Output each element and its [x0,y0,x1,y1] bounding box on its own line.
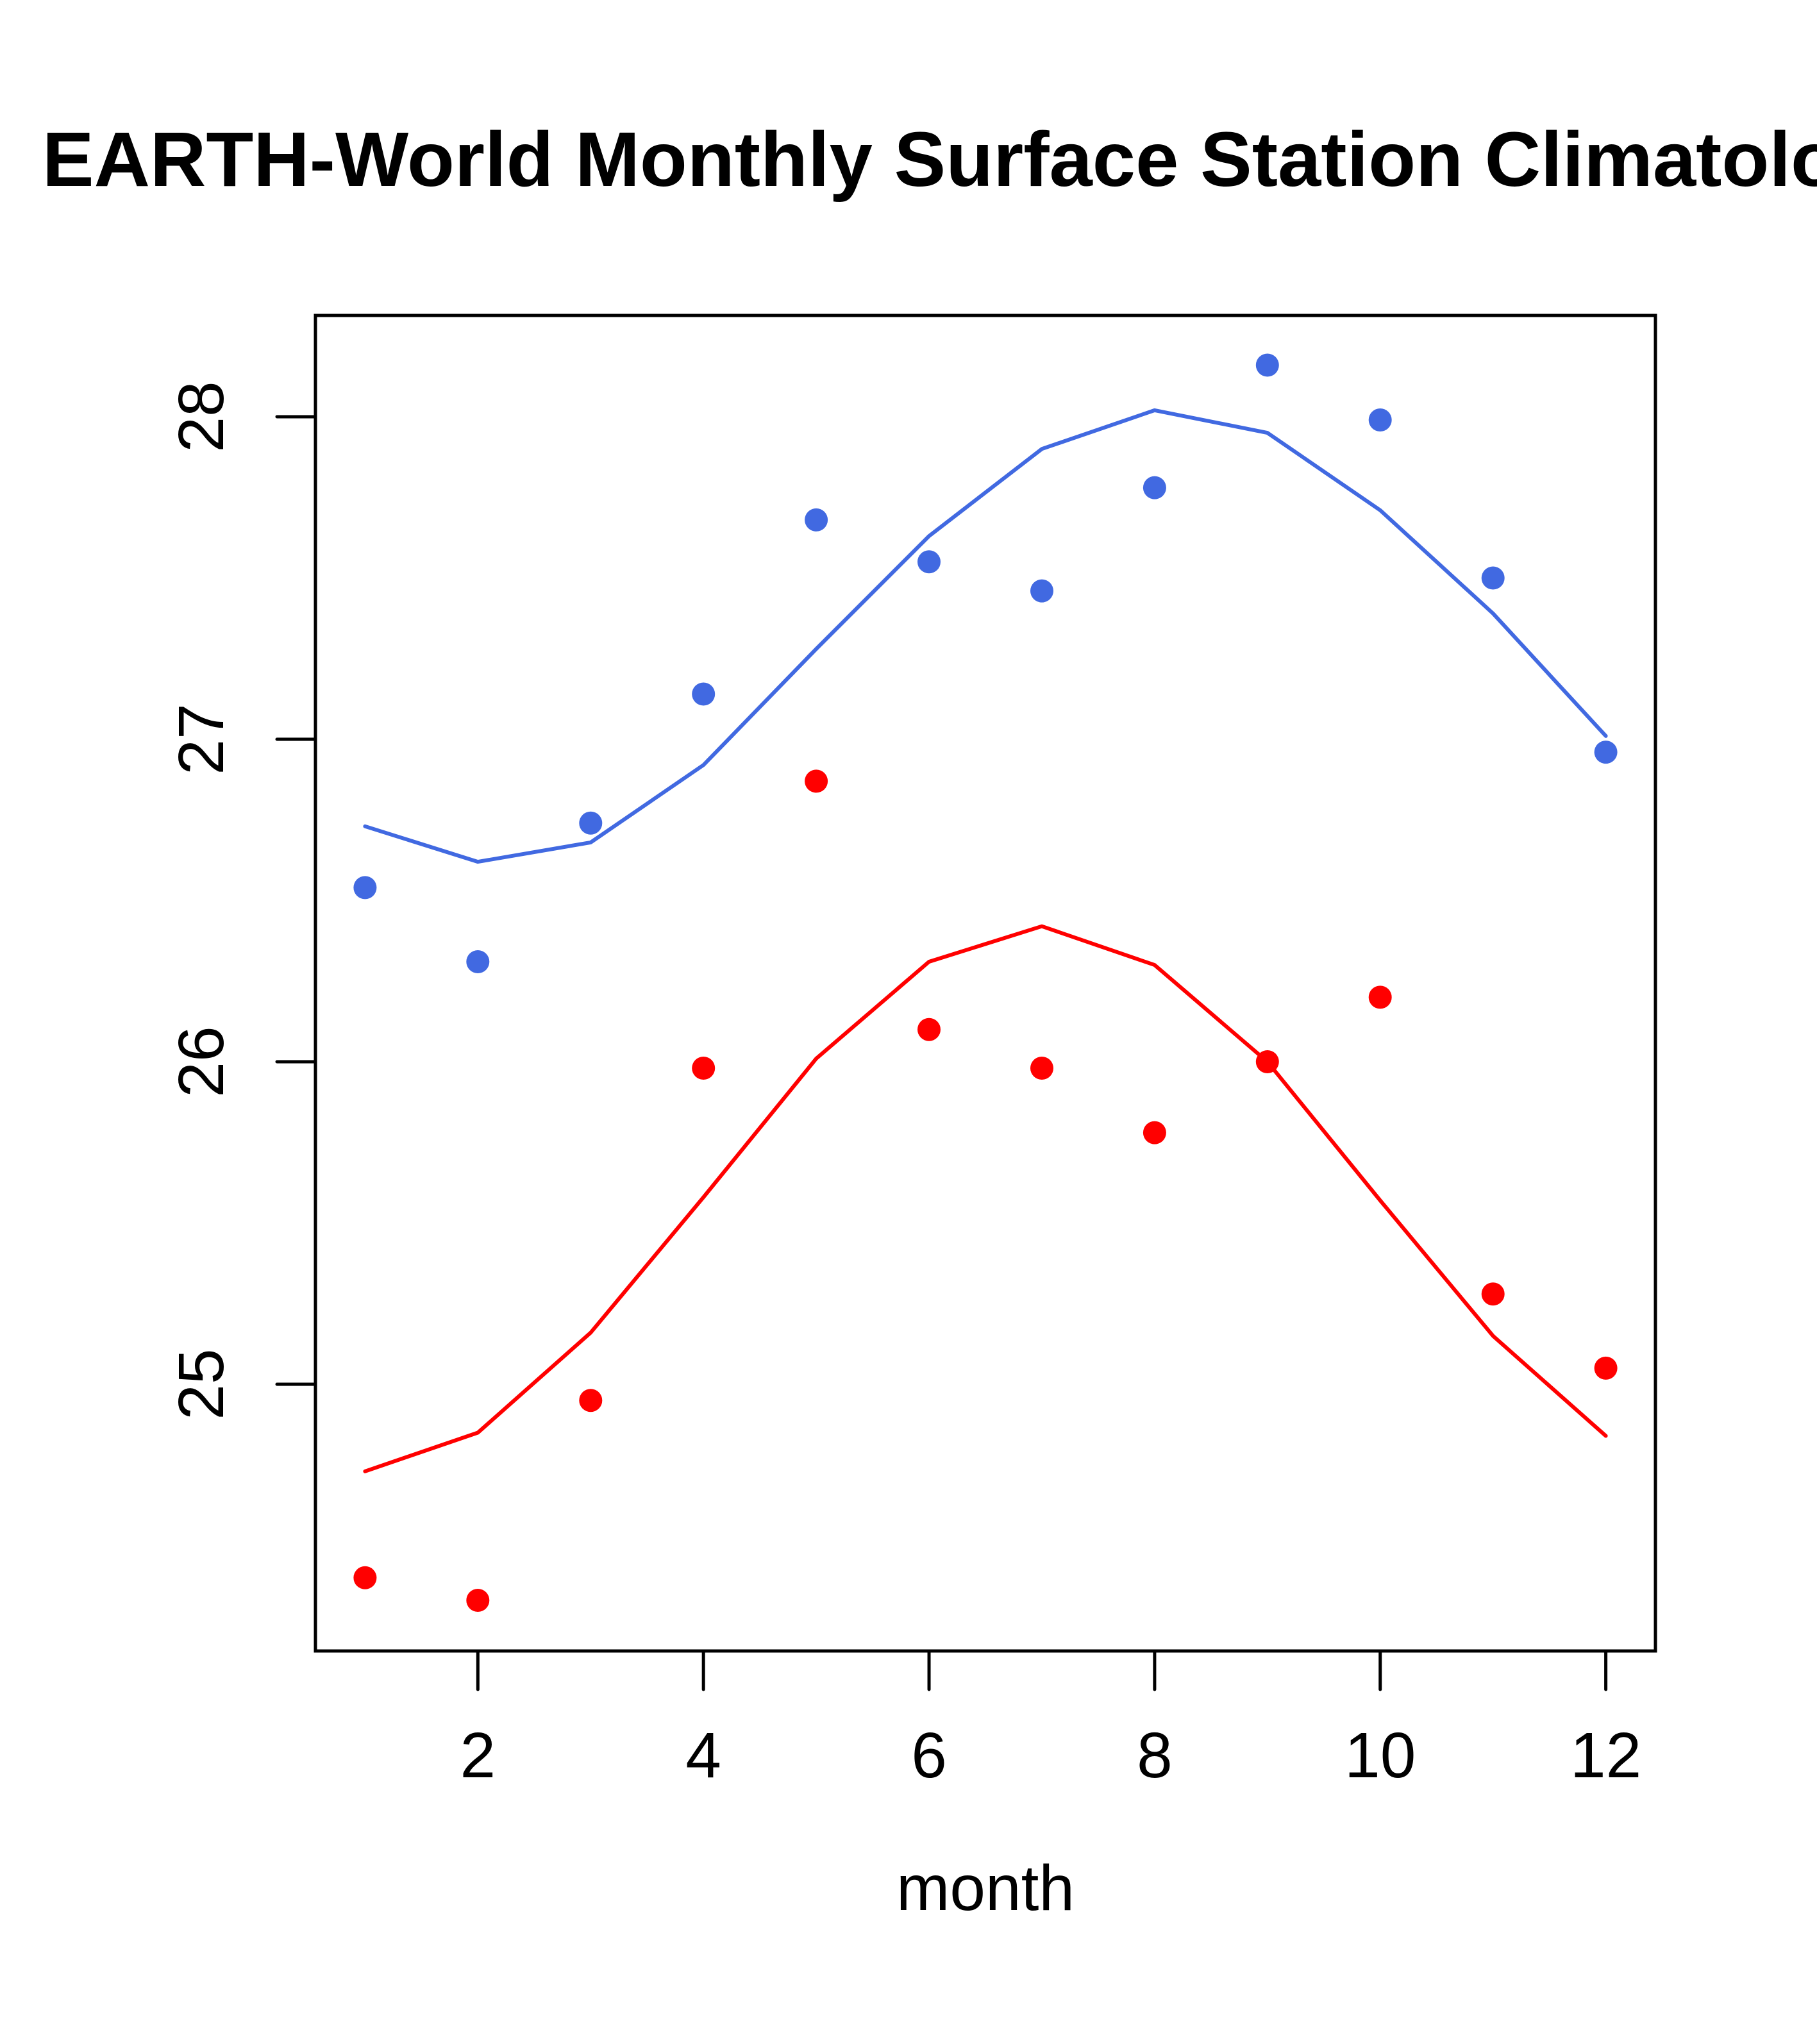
red-point [353,1566,377,1589]
x-tick-label: 6 [911,1720,947,1791]
red-point [805,769,828,793]
series-red-line [363,924,1608,1473]
red-point [1143,1121,1166,1144]
x-tick-label: 10 [1344,1720,1416,1791]
red-point [1368,985,1392,1009]
plot-frame [314,314,1657,1653]
blue-point [1030,579,1053,603]
series-blue-points [353,353,1618,973]
plot-area [353,353,1618,1612]
blue-point [1255,353,1279,377]
blue-point [692,682,716,706]
y-tick-label: 27 [165,703,237,775]
blue-point [579,811,603,835]
blue-point [1481,566,1505,590]
series-red-points [353,769,1618,1612]
blue-point [353,876,377,900]
x-axis-label: month [896,1852,1075,1924]
x-tick-label: 4 [685,1720,721,1791]
y-axis: 25 26 27 28 [165,381,317,1420]
y-tick-label: 28 [165,381,237,452]
series-blue-line [363,408,1608,864]
red-line-path [363,924,1608,1473]
red-point [1481,1282,1505,1306]
blue-point [805,508,828,532]
chart-title: EARTH-World Monthly Surface Station Clim… [42,115,1817,203]
x-tick-label: 8 [1137,1720,1173,1791]
red-point [466,1589,490,1612]
red-point [1594,1356,1618,1380]
blue-point [1594,741,1618,764]
x-tick-label: 2 [460,1720,496,1791]
blue-point [917,550,941,574]
y-tick-label: 26 [165,1026,237,1097]
red-point [579,1389,603,1412]
red-point [692,1057,716,1080]
blue-line-path [363,408,1608,864]
blue-point [466,950,490,973]
red-point [1030,1057,1053,1080]
y-tick-label: 25 [165,1348,237,1420]
blue-point [1368,408,1392,431]
red-point [917,1018,941,1041]
blue-point [1143,476,1166,499]
x-tick-label: 12 [1570,1720,1641,1791]
x-axis: 2 4 6 8 10 12 [460,1649,1641,1791]
